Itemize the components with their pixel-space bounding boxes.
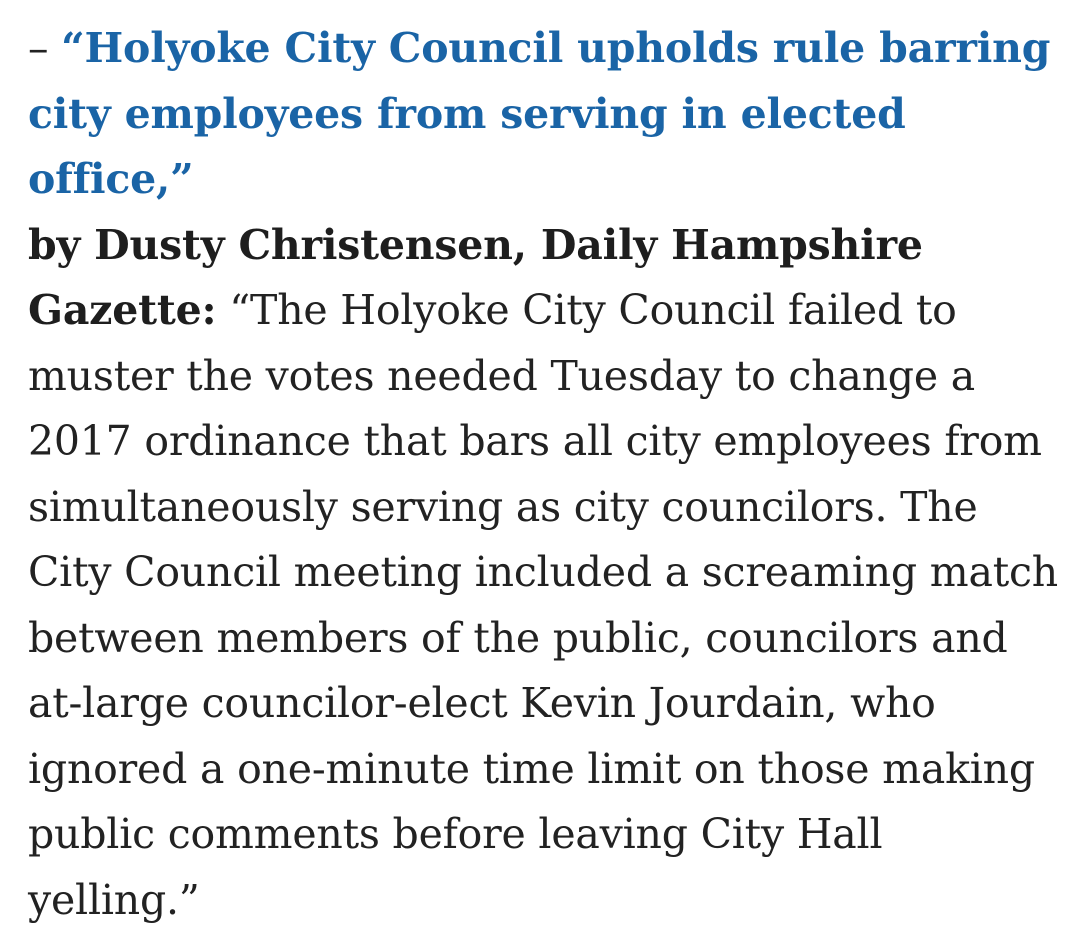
byline: by Dusty Christensen, Daily Hampshire Ga… [28, 221, 923, 335]
headline-link[interactable]: “Holyoke City Council upholds rule barri… [28, 24, 1051, 203]
publication-name: Daily Hampshire Gazette: [28, 220, 923, 335]
byline-separator: , [512, 220, 541, 269]
article-quote: “The Holyoke City Council failed to must… [28, 286, 1058, 924]
leading-dash: – [28, 24, 62, 72]
article-excerpt: – “Holyoke City Council upholds rule bar… [28, 16, 1064, 933]
author-name: Dusty Christensen [94, 220, 513, 269]
byline-prefix: by [28, 220, 95, 269]
